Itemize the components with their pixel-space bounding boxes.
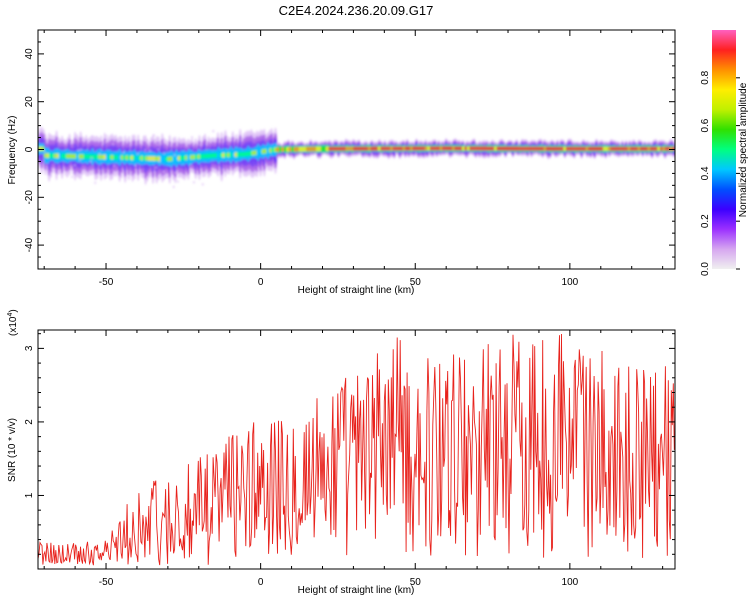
heatmap-core <box>38 141 675 168</box>
snr-x-ticks: -50 0 50 100 <box>43 330 664 588</box>
x-tick-label: -50 <box>99 577 114 588</box>
heatmap-layer <box>38 125 675 189</box>
colorbar-tick-label: 0.8 <box>700 70 711 84</box>
colorbar-tick-label: 0.6 <box>700 118 711 132</box>
snr-multiplier-close: ) <box>8 309 19 312</box>
figure-title: C2E4.2024.236.20.09.G17 <box>279 3 434 18</box>
snr-frame <box>37 329 676 570</box>
x-tick-label: 50 <box>410 277 422 288</box>
snr-multiplier: (x104) <box>7 309 19 336</box>
spectrogram-y-ticks: -40 -20 0 20 40 <box>24 29 675 270</box>
colorbar-tick-label: 0.0 <box>700 262 711 276</box>
snr-line <box>38 333 675 566</box>
spectrogram-y-axis-label: Frequency (Hz) <box>7 116 18 185</box>
colorbar-strip <box>712 30 736 269</box>
snr-y-axis-label: SNR (10 * v/v) <box>7 418 18 482</box>
snr-x-axis-label: Height of straight line (km) <box>298 585 415 596</box>
y-tick-label: 3 <box>24 345 35 351</box>
svg-text:(x104): (x104) <box>7 309 19 336</box>
y-tick-label: 0 <box>24 146 35 152</box>
y-tick-label: 40 <box>24 48 35 60</box>
snr-y-ticks: 1 2 3 <box>24 333 675 555</box>
x-tick-label: 0 <box>258 577 264 588</box>
colorbar: 0.0 0.2 0.4 0.6 0.8 Normalized spectral ampl… <box>700 30 749 276</box>
y-tick-label: 2 <box>24 419 35 425</box>
y-tick-label: -20 <box>24 190 35 205</box>
colorbar-ticks: 0.0 0.2 0.4 0.6 0.8 <box>700 70 740 276</box>
x-tick-label: 50 <box>410 577 422 588</box>
snr-panel: -50 0 50 100 1 2 3 Height of straight line (k… <box>7 309 676 596</box>
spectrogram-x-ticks: -50 0 50 100 <box>43 30 664 288</box>
snr-multiplier-text: (x10 <box>8 316 19 336</box>
snr-multiplier-exponent: 4 <box>7 313 14 317</box>
y-tick-label: -40 <box>24 237 35 252</box>
colorbar-tick-label: 0.4 <box>700 166 711 180</box>
spectrogram-panel: -50 0 50 100 -40 -20 0 20 40 Height of straight… <box>7 29 676 296</box>
colorbar-label: Normalized spectral amplitude <box>738 82 749 217</box>
heatmap-specks <box>43 129 215 189</box>
x-tick-label: 0 <box>258 277 264 288</box>
x-tick-label: 100 <box>562 577 579 588</box>
y-tick-label: 1 <box>24 492 35 498</box>
y-tick-label: 20 <box>24 96 35 108</box>
heatmap-blobs <box>38 125 675 189</box>
x-tick-label: 100 <box>562 277 579 288</box>
colorbar-tick-label: 0.2 <box>700 214 711 228</box>
spectrogram-x-axis-label: Height of straight line (km) <box>298 285 415 296</box>
x-tick-label: -50 <box>99 277 114 288</box>
